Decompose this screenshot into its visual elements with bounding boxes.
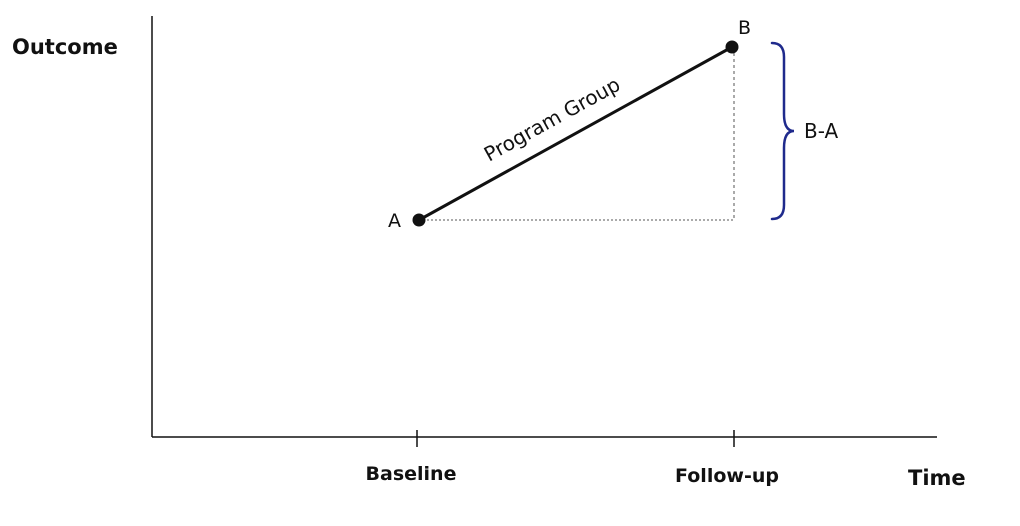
brace-icon [770, 41, 795, 221]
y-axis-title: Outcome [12, 35, 118, 59]
program-group-line [418, 45, 733, 222]
point-a-label: A [388, 210, 401, 232]
point-b [725, 40, 739, 54]
follow-up-label: Follow-up [675, 465, 779, 487]
difference-label: B-A [804, 119, 838, 143]
x-axis-title: Time [908, 466, 966, 490]
point-a [412, 213, 426, 227]
baseline-label: Baseline [366, 463, 457, 485]
point-b-label: B [738, 17, 751, 39]
